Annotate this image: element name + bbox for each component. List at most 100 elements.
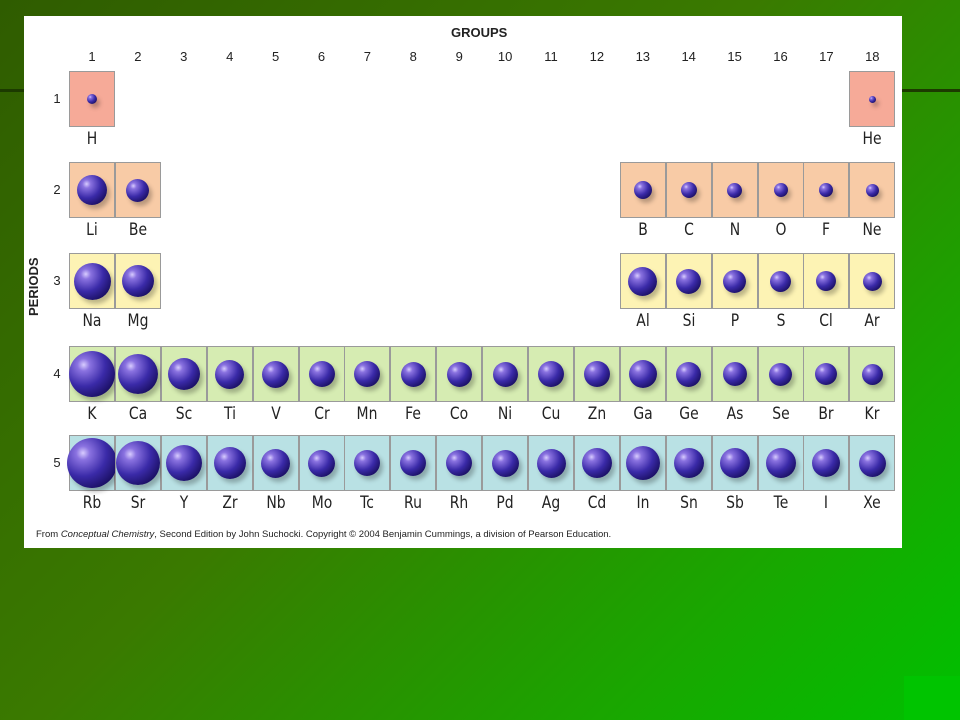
period-number-4: 4 bbox=[53, 366, 61, 381]
element-cell-k bbox=[69, 346, 115, 402]
atom-sphere-sb bbox=[719, 448, 750, 478]
group-number-5: 5 bbox=[271, 49, 280, 64]
atom-sphere-al bbox=[628, 266, 658, 296]
group-number-3: 3 bbox=[180, 49, 188, 64]
atom-sphere-ti bbox=[215, 359, 245, 389]
element-symbol-b: B bbox=[638, 220, 648, 240]
credit-suffix: , Second Edition by John Suchocki. Copyr… bbox=[154, 529, 612, 540]
credit-book-title: Conceptual Chemistry bbox=[60, 529, 155, 540]
atom-sphere-y bbox=[165, 445, 202, 481]
element-cell-ga bbox=[619, 346, 666, 402]
element-cell-nb bbox=[252, 435, 299, 491]
element-symbol-f: F bbox=[822, 220, 831, 240]
atom-sphere-be bbox=[126, 178, 150, 202]
atom-sphere-mo bbox=[308, 449, 335, 477]
element-cell-zr bbox=[206, 435, 253, 491]
atom-sphere-mn bbox=[354, 361, 381, 387]
element-symbol-xe: Xe bbox=[863, 493, 882, 513]
atom-sphere-nb bbox=[261, 448, 291, 478]
atom-sphere-cu bbox=[538, 361, 564, 387]
element-cell-se bbox=[757, 346, 804, 402]
atom-sphere-p bbox=[723, 269, 747, 293]
element-cell-cl bbox=[803, 253, 850, 309]
element-cell-rh bbox=[436, 435, 483, 491]
element-cell-cu bbox=[528, 346, 574, 402]
period-number-5: 5 bbox=[53, 455, 61, 470]
atom-sphere-xe bbox=[858, 449, 886, 477]
atom-sphere-v bbox=[262, 360, 290, 388]
credit-prefix: From bbox=[36, 529, 61, 540]
corner-accent-box bbox=[904, 676, 960, 720]
element-symbol-be: Be bbox=[128, 220, 147, 240]
atom-sphere-br bbox=[815, 363, 838, 385]
element-cell-xe bbox=[849, 435, 896, 491]
element-cell-he bbox=[849, 71, 896, 127]
element-symbol-fe: Fe bbox=[405, 404, 422, 424]
group-number-12: 12 bbox=[589, 49, 605, 64]
element-symbol-br: Br bbox=[818, 404, 835, 424]
element-cell-ru bbox=[390, 435, 437, 491]
atom-sphere-co bbox=[446, 361, 472, 387]
period-number-3: 3 bbox=[53, 273, 61, 288]
element-cell-h bbox=[69, 71, 115, 127]
element-cell-mo bbox=[298, 435, 345, 491]
element-symbol-si: Si bbox=[682, 311, 696, 331]
atom-sphere-k bbox=[69, 351, 115, 397]
element-symbol-ti: Ti bbox=[223, 404, 236, 424]
element-symbol-ar: Ar bbox=[864, 311, 880, 331]
group-number-14: 14 bbox=[681, 49, 696, 64]
element-cell-ne bbox=[849, 162, 896, 218]
element-symbol-zn: Zn bbox=[587, 404, 607, 424]
group-number-18: 18 bbox=[865, 49, 880, 64]
atom-sphere-n bbox=[727, 182, 743, 198]
element-symbol-rh: Rh bbox=[449, 493, 469, 513]
element-symbol-sb: Sb bbox=[725, 493, 744, 513]
element-symbol-li: Li bbox=[86, 220, 98, 240]
atom-sphere-tc bbox=[354, 450, 381, 476]
element-symbol-y: Y bbox=[179, 493, 189, 513]
element-symbol-mg: Mg bbox=[127, 311, 149, 331]
element-cell-cd bbox=[573, 435, 620, 491]
element-symbol-ge: Ge bbox=[678, 404, 699, 424]
element-symbol-ga: Ga bbox=[633, 404, 653, 424]
element-symbol-nb: Nb bbox=[265, 493, 286, 513]
element-cell-sn bbox=[665, 435, 712, 491]
atom-sphere-sc bbox=[167, 358, 200, 390]
atom-sphere-ge bbox=[676, 361, 702, 387]
group-number-1: 1 bbox=[88, 49, 96, 64]
element-cell-s bbox=[757, 253, 804, 309]
element-symbol-na: Na bbox=[82, 311, 102, 331]
element-symbol-ag: Ag bbox=[541, 493, 561, 513]
group-number-8: 8 bbox=[409, 49, 417, 64]
atom-sphere-f bbox=[819, 183, 834, 197]
atom-sphere-te bbox=[765, 448, 796, 478]
element-symbol-se: Se bbox=[771, 404, 790, 424]
atom-sphere-ga bbox=[628, 360, 657, 388]
element-cell-ca bbox=[114, 346, 161, 402]
element-symbol-cr: Cr bbox=[313, 404, 330, 424]
element-cell-rb bbox=[67, 435, 117, 491]
element-symbol-kr: Kr bbox=[864, 404, 880, 424]
element-symbol-i: I bbox=[824, 493, 829, 513]
group-number-16: 16 bbox=[773, 49, 788, 64]
atom-sphere-si bbox=[676, 268, 702, 294]
element-symbol-h: H bbox=[86, 129, 98, 149]
periods-title: PERIODS bbox=[26, 257, 41, 316]
atom-sphere-ca bbox=[117, 354, 158, 394]
atom-sphere-fe bbox=[400, 361, 426, 387]
element-symbol-p: P bbox=[730, 311, 739, 331]
element-cell-y bbox=[160, 435, 207, 491]
element-symbol-sc: Sc bbox=[175, 404, 193, 424]
group-number-2: 2 bbox=[134, 49, 142, 64]
element-cell-b bbox=[619, 162, 666, 218]
element-cell-sc bbox=[160, 346, 207, 402]
element-symbol-s: S bbox=[776, 311, 785, 331]
element-symbol-as: As bbox=[726, 404, 743, 424]
element-symbol-cu: Cu bbox=[541, 404, 561, 424]
element-cell-ag bbox=[528, 435, 574, 491]
element-cell-p bbox=[711, 253, 758, 309]
element-symbol-mn: Mn bbox=[356, 404, 378, 424]
atom-sphere-sn bbox=[673, 448, 704, 478]
element-cell-sb bbox=[711, 435, 758, 491]
element-cell-li bbox=[69, 162, 115, 218]
